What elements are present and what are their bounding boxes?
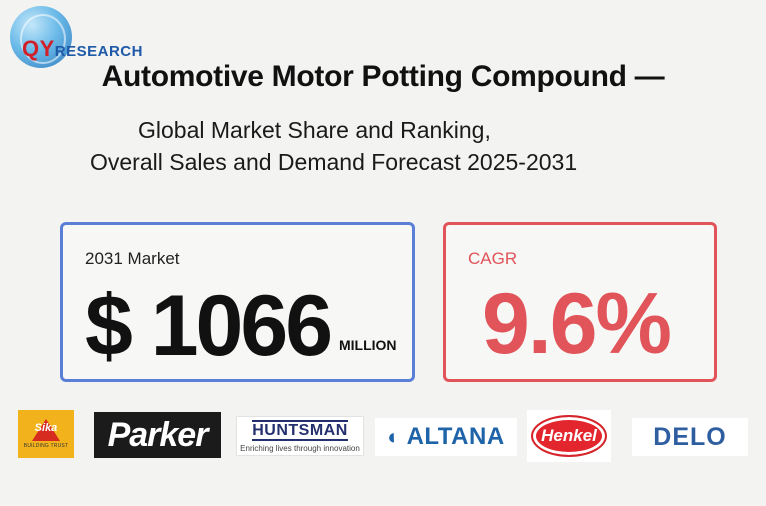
logo-text: QYRESEARCH (22, 36, 143, 62)
market-size-card: 2031 Market $ 1066 MILLION (60, 222, 415, 382)
altana-name: ALTANA (406, 423, 505, 450)
sika-triangle-icon (32, 419, 60, 441)
henkel-logo: Henkel (527, 410, 611, 462)
delo-name: DELO (653, 422, 727, 451)
sika-logo: Sika BUILDING TRUST (18, 410, 74, 458)
sika-tagline: BUILDING TRUST (23, 443, 69, 449)
henkel-oval-icon: Henkel (531, 415, 607, 457)
altana-logo: ◐ ALTANA (375, 418, 517, 456)
page-title: Automotive Motor Potting Compound — (101, 60, 665, 93)
page-subtitle: Global Market Share and Ranking, Overall… (90, 114, 710, 178)
subtitle-line-2: Overall Sales and Demand Forecast 2025-2… (90, 149, 578, 175)
parker-name: Parker (107, 415, 209, 454)
henkel-name: Henkel (541, 426, 597, 445)
parker-logo: Parker (94, 412, 221, 458)
logo-research: RESEARCH (54, 43, 143, 60)
market-unit: MILLION (339, 337, 397, 353)
market-value: $ 1066 (85, 278, 333, 374)
huntsman-tagline: Enriching lives through innovation (240, 443, 360, 453)
sika-name: Sika (34, 422, 58, 434)
globe-icon (10, 6, 72, 68)
logo-qy: QY (22, 36, 55, 61)
altana-swirl-icon: ◐ (387, 424, 401, 449)
cagr-label: CAGR (468, 249, 518, 268)
huntsman-logo: HUNTSMAN Enriching lives through innovat… (236, 416, 364, 456)
qyresearch-logo: QYRESEARCH (8, 6, 158, 68)
brand-logo-strip: Sika BUILDING TRUST Parker HUNTSMAN Enri… (0, 408, 766, 464)
subtitle-line-1: Global Market Share and Ranking, (138, 117, 491, 143)
delo-logo: DELO (632, 418, 748, 456)
huntsman-name: HUNTSMAN (252, 419, 348, 441)
cagr-value: 9.6% (482, 276, 672, 372)
market-label: 2031 Market (85, 249, 180, 268)
cagr-card: CAGR 9.6% (443, 222, 717, 382)
